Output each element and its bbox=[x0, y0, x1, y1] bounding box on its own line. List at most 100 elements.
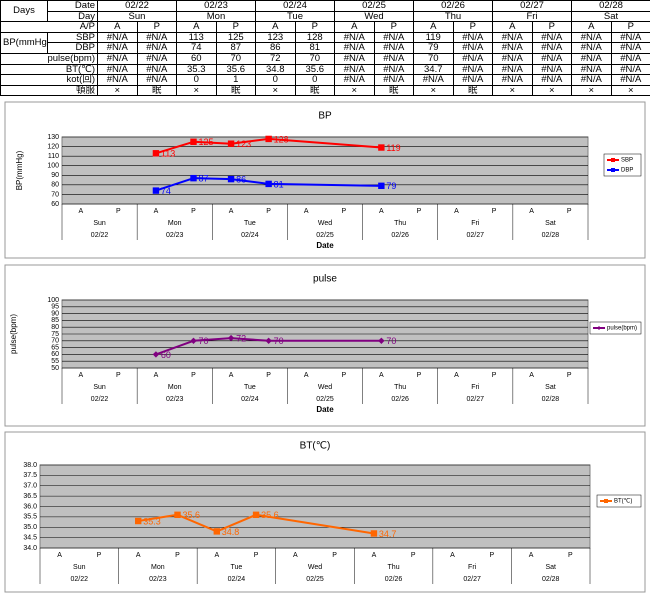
data-point bbox=[265, 180, 272, 188]
y-axis-title: pulse(bpm) bbox=[9, 314, 18, 354]
value-cell: 眠 bbox=[215, 84, 256, 97]
value-cell: #N/A bbox=[531, 52, 572, 65]
value-cell: #N/A bbox=[452, 63, 493, 76]
x-tick-label: P bbox=[417, 372, 422, 379]
day-label: Sun bbox=[93, 220, 106, 227]
data-point bbox=[190, 138, 197, 145]
x-tick-label: P bbox=[332, 552, 337, 559]
value-cell: 74 bbox=[176, 42, 217, 54]
data-label: 125 bbox=[199, 137, 214, 147]
data-label: 79 bbox=[386, 181, 396, 191]
table-row: Day Sun Mon Tue Wed Thu Fri Sat bbox=[1, 10, 650, 23]
date-label: 02/22 bbox=[91, 232, 109, 239]
value-cell: #N/A bbox=[610, 52, 650, 65]
table-row: BT(℃) #N/A #N/A 35.3 35.6 34.8 35.6 #N/A #N/A 34.… bbox=[0, 63, 650, 76]
y-tick-label: 100 bbox=[47, 163, 59, 170]
value-cell: #N/A bbox=[136, 42, 177, 54]
x-tick-label: A bbox=[379, 208, 384, 215]
row-label: Day bbox=[47, 10, 98, 23]
value-cell: × bbox=[176, 84, 217, 97]
data-point bbox=[265, 135, 272, 143]
day-label: Sun bbox=[73, 564, 86, 571]
ap-cell: P bbox=[610, 21, 650, 33]
x-axis-title: Date bbox=[316, 405, 334, 414]
data-point bbox=[227, 140, 235, 147]
x-tick-label: P bbox=[97, 552, 102, 559]
y-tick-label: 34.0 bbox=[23, 545, 37, 552]
day-cell: Mon bbox=[176, 10, 256, 23]
value-cell: #N/A bbox=[97, 63, 138, 76]
day-label: Mon bbox=[151, 564, 165, 571]
date-label: 02/28 bbox=[542, 232, 560, 239]
data-label: 35.3 bbox=[143, 516, 161, 526]
table-row: A/P A P A P A P A P A P A P A P bbox=[0, 21, 650, 33]
x-tick-label: P bbox=[489, 552, 494, 559]
x-tick-label: A bbox=[450, 552, 455, 559]
date-label: 02/25 bbox=[306, 576, 324, 583]
value-cell: #N/A bbox=[97, 52, 138, 65]
legend-box bbox=[596, 494, 642, 508]
series-line bbox=[155, 177, 194, 192]
value-cell: #N/A bbox=[452, 74, 493, 86]
day-label: Wed bbox=[318, 220, 332, 227]
corner-cell: Days bbox=[0, 0, 48, 23]
legend-label: DBP bbox=[621, 168, 633, 174]
series-line bbox=[268, 137, 382, 149]
x-tick-label: A bbox=[529, 552, 534, 559]
day-cell: Sun bbox=[97, 10, 177, 23]
data-label: 128 bbox=[274, 134, 289, 144]
day-label: Mon bbox=[168, 220, 182, 227]
date-cell: 02/23 bbox=[176, 0, 256, 12]
data-point bbox=[152, 150, 160, 157]
value-cell: #N/A bbox=[492, 52, 533, 65]
date-label: 02/25 bbox=[316, 232, 334, 239]
x-tick-label: P bbox=[254, 552, 259, 559]
ap-cell: P bbox=[452, 21, 493, 33]
x-tick-label: A bbox=[304, 372, 309, 379]
ap-cell: A bbox=[492, 21, 533, 33]
day-cell: Wed bbox=[334, 10, 414, 23]
day-label: Thu bbox=[388, 564, 400, 571]
day-label: Wed bbox=[308, 564, 322, 571]
value-cell: × bbox=[571, 84, 612, 97]
row-label: 頓服 bbox=[0, 84, 98, 97]
y-tick-label: 75 bbox=[51, 331, 59, 338]
ap-cell: A bbox=[413, 21, 454, 33]
value-cell: 0 bbox=[294, 74, 335, 86]
value-cell: 眠 bbox=[452, 84, 493, 97]
series-line bbox=[193, 177, 232, 181]
x-tick-label: A bbox=[78, 208, 83, 215]
x-tick-label: P bbox=[266, 372, 271, 379]
value-cell: × bbox=[531, 84, 572, 97]
x-tick-label: P bbox=[191, 372, 196, 379]
chart-title: BT(℃) bbox=[300, 441, 331, 452]
value-cell: #N/A bbox=[571, 74, 612, 86]
x-tick-label: A bbox=[529, 208, 534, 215]
x-tick-label: P bbox=[266, 208, 271, 215]
value-cell: #N/A bbox=[531, 74, 572, 86]
row-label: SBP bbox=[47, 31, 98, 44]
data-point bbox=[265, 337, 272, 344]
value-cell: 125 bbox=[215, 31, 256, 44]
y-tick-label: 120 bbox=[47, 143, 59, 150]
y-tick-label: 130 bbox=[47, 134, 59, 141]
data-point bbox=[378, 144, 385, 151]
y-tick-label: 34.5 bbox=[23, 534, 37, 541]
y-tick-label: 60 bbox=[51, 201, 59, 208]
x-axis-title: Date bbox=[316, 241, 334, 250]
data-label: 34.8 bbox=[222, 527, 240, 537]
value-cell: #N/A bbox=[136, 74, 177, 86]
data-label: 60 bbox=[161, 350, 171, 360]
data-point bbox=[190, 174, 197, 182]
date-label: 02/22 bbox=[71, 576, 89, 583]
x-tick-label: A bbox=[304, 208, 309, 215]
y-tick-label: 35.5 bbox=[23, 514, 37, 521]
ap-cell: A bbox=[97, 21, 138, 33]
x-tick-label: A bbox=[229, 372, 234, 379]
date-label: 02/28 bbox=[542, 396, 560, 403]
date-cell: 02/26 bbox=[413, 0, 493, 12]
day-label: Mon bbox=[168, 384, 182, 391]
date-label: 02/26 bbox=[385, 576, 403, 583]
date-label: 02/26 bbox=[391, 232, 409, 239]
